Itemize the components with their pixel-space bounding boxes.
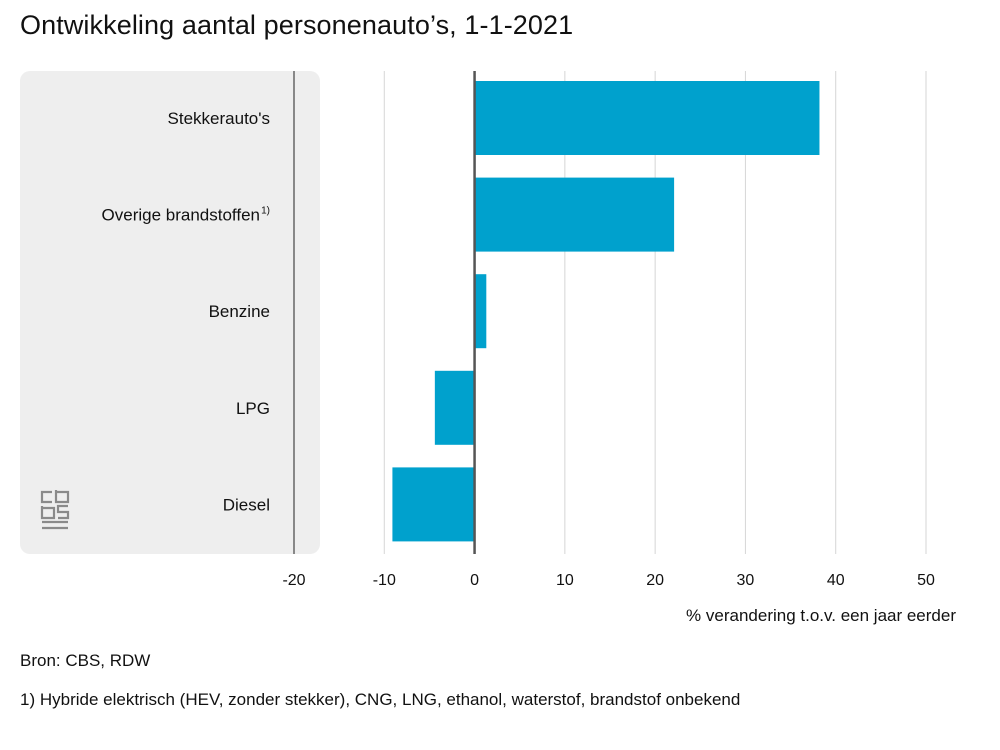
bar-overige-brandstoffen xyxy=(474,177,675,252)
x-tick-label-30: 30 xyxy=(737,572,755,589)
x-tick-label-20: 20 xyxy=(646,572,664,589)
category-label-stekkerauto-s: Stekkerauto's xyxy=(168,109,270,128)
cbs-logo-icon xyxy=(40,490,70,530)
category-label-panel xyxy=(20,71,320,554)
gridlines xyxy=(383,71,927,554)
category-note-overige-brandstoffen: 1) xyxy=(261,206,270,217)
x-tick-label--20: -20 xyxy=(282,572,305,589)
x-tick-label-0: 0 xyxy=(470,572,479,589)
category-label-overige-brandstoffen: Overige brandstoffen xyxy=(102,206,260,225)
x-tick-label-10: 10 xyxy=(556,572,574,589)
category-label-lpg: LPG xyxy=(236,399,270,418)
x-tick-label--10: -10 xyxy=(373,572,396,589)
bar-lpg xyxy=(434,370,475,445)
chart-title: Ontwikkeling aantal personenauto’s, 1-1-… xyxy=(20,10,574,40)
x-axis-title: % verandering t.o.v. een jaar eerder xyxy=(686,606,956,625)
category-labels: Stekkerauto's Overige brandstoffen 1) Benzi… xyxy=(102,109,270,514)
bar-stekkerauto-s xyxy=(474,81,820,155)
bars xyxy=(392,81,820,542)
category-label-diesel: Diesel xyxy=(223,495,270,514)
category-label-benzine: Benzine xyxy=(209,302,270,321)
source-note: Bron: CBS, RDW xyxy=(20,651,151,670)
x-tick-label-50: 50 xyxy=(917,572,935,589)
axes xyxy=(293,71,476,554)
x-tick-label-40: 40 xyxy=(827,572,845,589)
x-tick-labels: -20 -10 0 10 20 30 40 50 xyxy=(282,572,935,589)
bar-diesel xyxy=(392,467,475,542)
bar-benzine xyxy=(474,274,487,349)
footnote: 1) Hybride elektrisch (HEV, zonder stekk… xyxy=(20,690,741,709)
